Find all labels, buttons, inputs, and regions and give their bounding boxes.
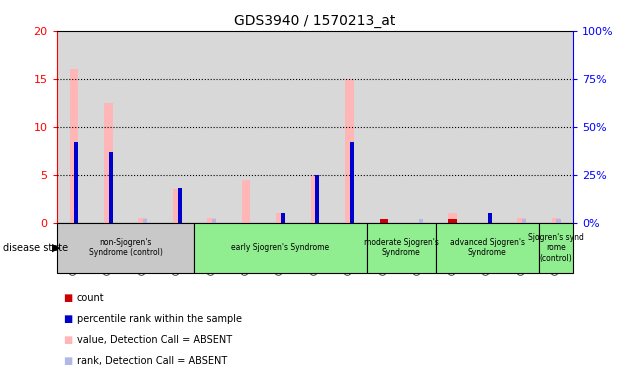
Bar — [401, 31, 435, 223]
Bar — [332, 31, 367, 223]
Bar — [350, 142, 354, 223]
Bar — [242, 180, 250, 223]
Bar — [263, 31, 298, 223]
Bar — [229, 31, 263, 223]
Text: ■: ■ — [63, 314, 72, 324]
Bar — [143, 219, 147, 223]
Bar — [539, 223, 573, 273]
Text: moderate Sjogren's
Syndrome: moderate Sjogren's Syndrome — [364, 238, 438, 257]
Text: count: count — [77, 293, 105, 303]
Text: percentile rank within the sample: percentile rank within the sample — [77, 314, 242, 324]
Bar — [419, 219, 423, 223]
Bar — [556, 219, 561, 223]
Bar — [74, 142, 78, 223]
Bar — [178, 188, 181, 223]
Bar — [173, 189, 181, 223]
Text: advanced Sjogren's
Syndrome: advanced Sjogren's Syndrome — [450, 238, 525, 257]
Bar — [505, 31, 539, 223]
Bar — [195, 223, 367, 273]
Bar — [298, 31, 332, 223]
Bar — [69, 69, 78, 223]
Bar — [195, 31, 229, 223]
Bar — [160, 31, 195, 223]
Bar — [91, 31, 125, 223]
Text: ■: ■ — [63, 335, 72, 345]
Bar — [449, 219, 457, 223]
Bar — [435, 223, 539, 273]
Bar — [212, 219, 216, 223]
Title: GDS3940 / 1570213_at: GDS3940 / 1570213_at — [234, 14, 396, 28]
Bar — [470, 31, 505, 223]
Bar — [522, 219, 526, 223]
Bar — [449, 213, 457, 223]
Bar — [276, 213, 285, 223]
Text: disease state: disease state — [3, 243, 68, 253]
Bar — [517, 218, 526, 223]
Bar — [139, 218, 147, 223]
Bar — [316, 175, 319, 223]
Text: ■: ■ — [63, 293, 72, 303]
Text: Sjogren's synd
rome
(control): Sjogren's synd rome (control) — [528, 233, 584, 263]
Text: non-Sjogren's
Syndrome (control): non-Sjogren's Syndrome (control) — [89, 238, 163, 257]
Text: rank, Detection Call = ABSENT: rank, Detection Call = ABSENT — [77, 356, 227, 366]
Text: ▶: ▶ — [52, 243, 60, 253]
Bar — [367, 31, 401, 223]
Bar — [435, 31, 470, 223]
Bar — [552, 218, 560, 223]
Text: ■: ■ — [63, 356, 72, 366]
Bar — [367, 223, 435, 273]
Bar — [207, 218, 216, 223]
Bar — [281, 213, 285, 223]
Bar — [125, 31, 160, 223]
Text: early Sjogren's Syndrome: early Sjogren's Syndrome — [231, 243, 329, 252]
Bar — [379, 219, 388, 223]
Bar — [57, 31, 91, 223]
Bar — [345, 79, 353, 223]
Bar — [104, 103, 113, 223]
Bar — [57, 223, 195, 273]
Bar — [539, 31, 573, 223]
Text: value, Detection Call = ABSENT: value, Detection Call = ABSENT — [77, 335, 232, 345]
Bar — [311, 175, 319, 223]
Bar — [109, 152, 113, 223]
Bar — [488, 219, 491, 223]
Bar — [488, 213, 491, 223]
